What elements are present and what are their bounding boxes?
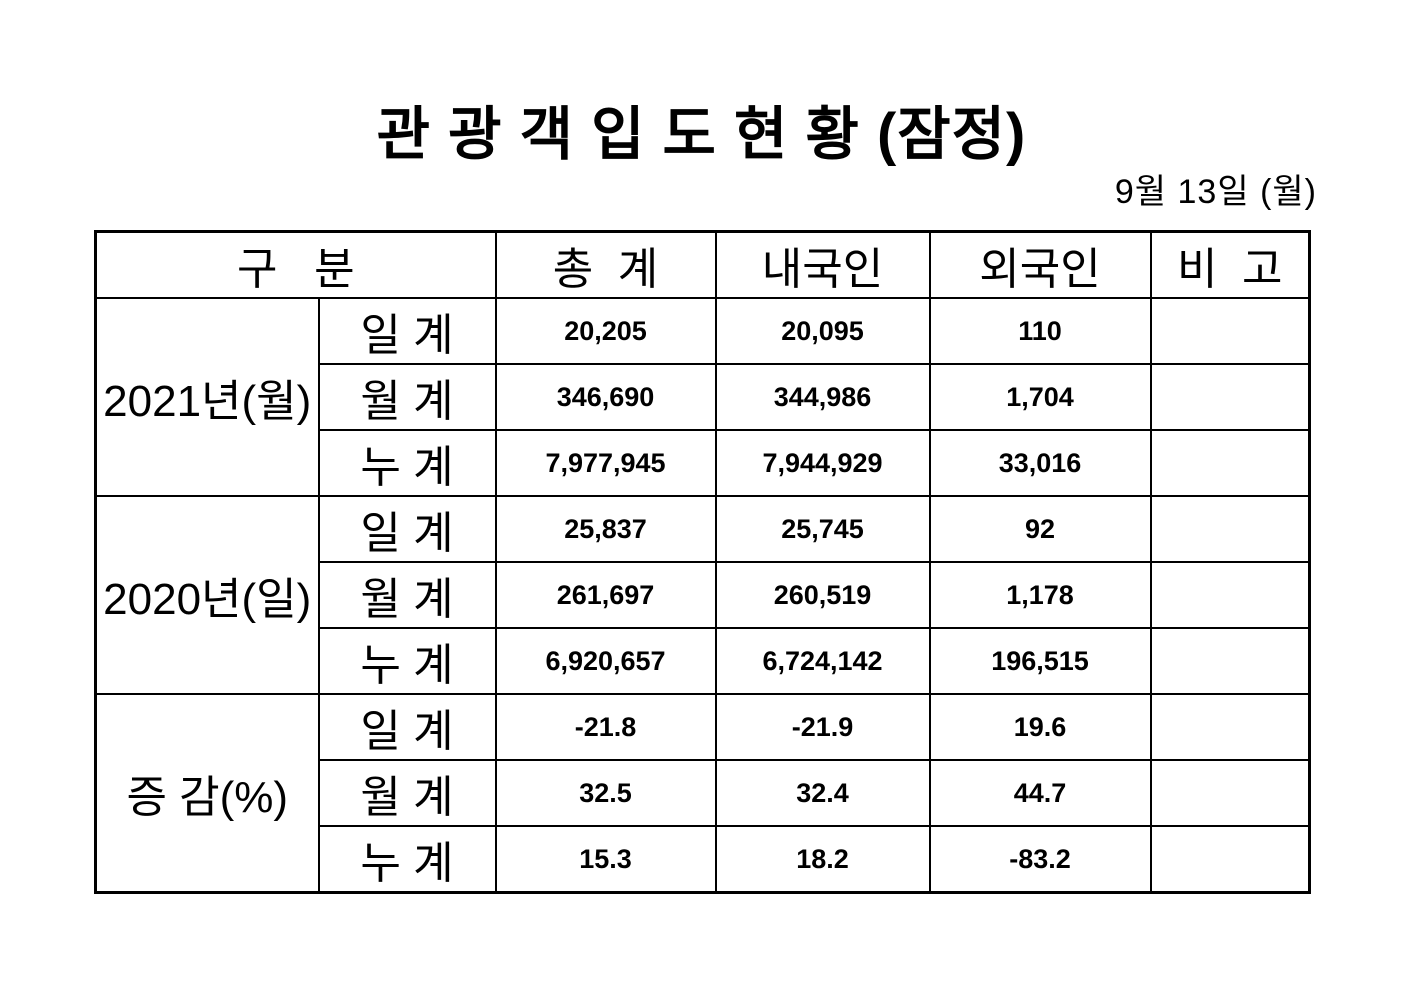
header-total: 총 계 [494, 230, 717, 299]
cell-foreign: 1,704 [928, 363, 1152, 431]
cell-foreign: 19.6 [928, 693, 1152, 761]
cell-domestic: 18.2 [714, 825, 931, 894]
table-row-2021-monthly: 월 계 346,690 344,986 1,704 [96, 363, 1311, 431]
row-label-daily: 일 계 [317, 297, 497, 365]
table-row-change-monthly: 월 계 32.5 32.4 44.7 [96, 759, 1311, 827]
report-date: 9월 13일 (월) [1114, 173, 1317, 211]
table-row-2020-cumulative: 누 계 6,920,657 6,724,142 196,515 [96, 627, 1311, 695]
cell-total: 15.3 [494, 825, 717, 894]
cell-foreign: 1,178 [928, 561, 1152, 629]
cell-domestic: 32.4 [714, 759, 931, 827]
table-row-change-daily: 증 감(%) 일 계 -21.8 -21.9 19.6 [94, 693, 1311, 894]
table-row-change-cumulative: 누 계 15.3 18.2 -83.2 [96, 825, 1311, 894]
cell-remarks [1149, 627, 1311, 695]
cell-remarks [1149, 297, 1311, 365]
cell-domestic: 20,095 [714, 297, 931, 365]
row-label-cumulative: 누 계 [317, 429, 497, 497]
header-foreign: 외국인 [928, 230, 1152, 299]
cell-foreign: 110 [928, 297, 1152, 365]
cell-domestic: 6,724,142 [714, 627, 931, 695]
table-row-2020-monthly: 월 계 261,697 260,519 1,178 [96, 561, 1311, 629]
cell-remarks [1149, 363, 1311, 431]
group-label-2021: 2021년(월) [94, 297, 320, 497]
group-label-change-pct: 증 감(%) [94, 693, 320, 894]
header-domestic: 내국인 [714, 230, 931, 299]
group-label-2020: 2020년(일) [94, 495, 320, 695]
cell-remarks [1149, 759, 1311, 827]
cell-foreign: 196,515 [928, 627, 1152, 695]
tourist-arrivals-table: 구 분 총 계 내국인 외국인 비 고 2021년(월) 일 계 20,205 … [94, 230, 1312, 894]
row-label-monthly: 월 계 [317, 759, 497, 827]
table-row-2020-daily: 2020년(일) 일 계 25,837 25,745 92 [94, 495, 1311, 695]
cell-total: 25,837 [494, 495, 717, 563]
cell-remarks [1149, 429, 1311, 497]
row-label-daily: 일 계 [317, 495, 497, 563]
table-header-row: 구 분 총 계 내국인 외국인 비 고 [94, 230, 1311, 299]
cell-total: 346,690 [494, 363, 717, 431]
cell-foreign: 44.7 [928, 759, 1152, 827]
cell-foreign: 92 [928, 495, 1152, 563]
cell-domestic: 344,986 [714, 363, 931, 431]
cell-foreign: -83.2 [928, 825, 1152, 894]
row-label-cumulative: 누 계 [317, 825, 497, 894]
cell-total: 7,977,945 [494, 429, 717, 497]
row-label-monthly: 월 계 [317, 561, 497, 629]
cell-domestic: -21.9 [714, 693, 931, 761]
page-title: 관 광 객 입 도 현 황 (잠정) [376, 102, 1027, 167]
cell-total: 6,920,657 [494, 627, 717, 695]
cell-total: 32.5 [494, 759, 717, 827]
cell-domestic: 7,944,929 [714, 429, 931, 497]
row-label-cumulative: 누 계 [317, 627, 497, 695]
cell-total: 20,205 [494, 297, 717, 365]
table-row-2021-cumulative: 누 계 7,977,945 7,944,929 33,016 [96, 429, 1311, 497]
cell-remarks [1149, 825, 1311, 894]
header-category: 구 분 [94, 230, 497, 299]
cell-remarks [1149, 693, 1311, 761]
table-row-2021-daily: 2021년(월) 일 계 20,205 20,095 110 [94, 297, 1311, 497]
cell-foreign: 33,016 [928, 429, 1152, 497]
cell-remarks [1149, 561, 1311, 629]
cell-total: -21.8 [494, 693, 717, 761]
row-label-monthly: 월 계 [317, 363, 497, 431]
row-label-daily: 일 계 [317, 693, 497, 761]
header-remarks: 비 고 [1149, 230, 1311, 299]
cell-domestic: 260,519 [714, 561, 931, 629]
cell-total: 261,697 [494, 561, 717, 629]
cell-domestic: 25,745 [714, 495, 931, 563]
cell-remarks [1149, 495, 1311, 563]
